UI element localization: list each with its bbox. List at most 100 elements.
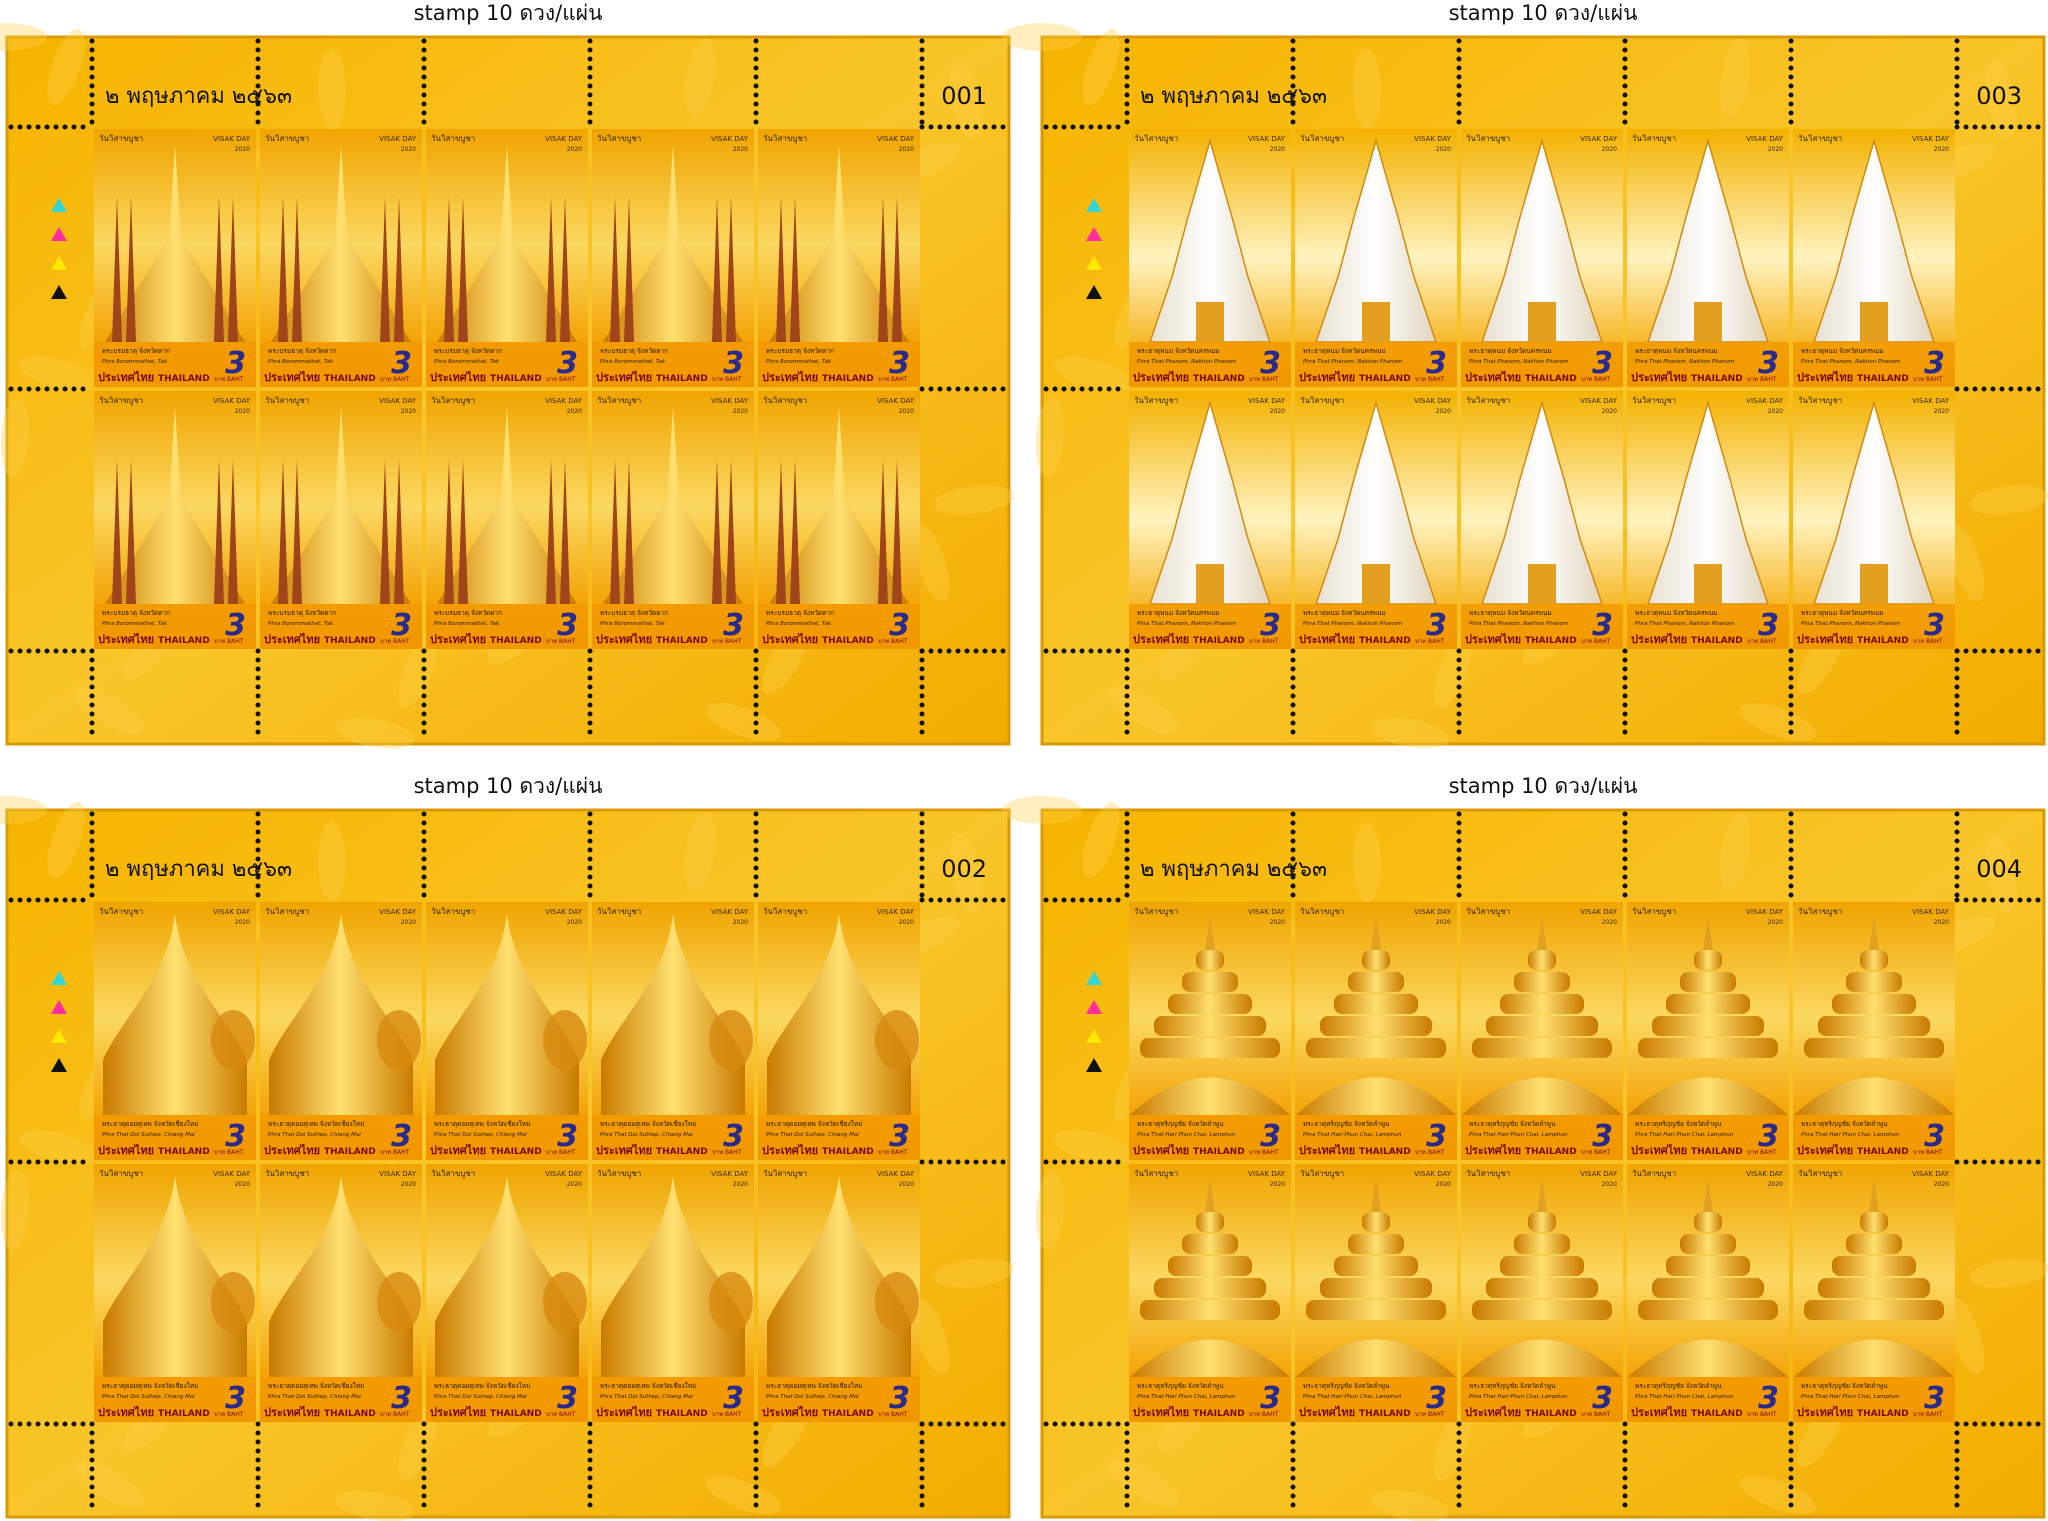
spire [790, 197, 800, 342]
stamp: วันวิสาขบูชา VISAK DAY 2020 พระธาตุหริภุญชั… [1793, 902, 1955, 1160]
country-en: THAILAND [158, 1409, 210, 1419]
stupa-base [1628, 1077, 1788, 1115]
stupa [1205, 916, 1215, 950]
stamp-footer [1295, 1115, 1457, 1160]
currency: บาท BAHT [214, 1149, 244, 1156]
currency: บาท BAHT [712, 638, 742, 645]
year: 2020 [1436, 408, 1451, 415]
stamp: วันวิสาขบูชา VISAK DAY 2020 พระธาตุหริภุญชั… [1129, 1164, 1291, 1422]
stamp: วันวิสาขบูชา VISAK DAY 2020 พระบรมธาตุ จังห… [592, 391, 754, 649]
stamp: วันวิสาขบูชา VISAK DAY 2020 พระธาตุหริภุญชั… [1461, 1164, 1623, 1422]
stamp-footer [1295, 342, 1457, 387]
stamp-value: 3 [1426, 608, 1447, 643]
country-en: THAILAND [1857, 1147, 1909, 1157]
stupa [1537, 1178, 1547, 1212]
stupa-tier [1652, 1278, 1764, 1298]
stupa-tier [1680, 1234, 1736, 1254]
stupa-tier [1528, 950, 1556, 970]
festival-en: VISAK DAY [545, 397, 583, 405]
stupa-tier [1348, 1234, 1404, 1254]
country-th: ประเทศไทย [1631, 370, 1687, 384]
stamp-name-th: พระธาตุพนม จังหวัดนครพนม [1303, 347, 1386, 355]
country-th: ประเทศไทย [1797, 632, 1853, 646]
stamp-value: 3 [1260, 1381, 1281, 1416]
stamp-value: 3 [889, 608, 910, 643]
stupa-tier [1362, 1212, 1390, 1232]
stamp-name-en: Phra That Phanom, Nakhon Phanom [1469, 621, 1568, 627]
pattern-leaf [1719, 811, 1751, 891]
year: 2020 [567, 146, 582, 153]
festival-th: วันวิสาขบูชา [431, 134, 475, 144]
pattern-leaf [47, 28, 85, 106]
stupa [105, 407, 245, 604]
umbrella [875, 1272, 919, 1332]
country-th: ประเทศไทย [430, 1143, 486, 1157]
pattern-leaf [1433, 632, 1473, 708]
stamp-name-th: พระธาตุพนม จังหวัดนครพนม [1137, 347, 1220, 355]
year: 2020 [1270, 146, 1285, 153]
stamp-name-th: พระธาตุพนม จังหวัดนครพนม [1635, 347, 1718, 355]
country-th: ประเทศไทย [264, 370, 320, 384]
spire [560, 459, 570, 604]
currency: บาท BAHT [380, 1411, 410, 1418]
stamp-footer [1793, 1115, 1955, 1160]
registration-mark [51, 1000, 67, 1014]
country-th: ประเทศไทย [596, 1405, 652, 1419]
registration-mark [1086, 198, 1102, 212]
pattern-leaf [1035, 397, 1065, 477]
festival-th: วันวิสาขบูชา [763, 1169, 807, 1179]
spire [610, 197, 620, 342]
country-en: THAILAND [656, 1409, 708, 1419]
festival-en: VISAK DAY [213, 135, 251, 143]
stamp-value: 3 [1592, 608, 1613, 643]
stamp: วันวิสาขบูชา VISAK DAY 2020 พระธาตุพนม จังห… [1627, 391, 1789, 649]
registration-mark [1086, 1029, 1102, 1043]
stupa [103, 914, 247, 1115]
stamp-value: 3 [557, 1381, 578, 1416]
festival-en: VISAK DAY [1248, 1170, 1286, 1178]
spire [776, 197, 786, 342]
stamp-value: 3 [1592, 1381, 1613, 1416]
stupa-tier [1680, 972, 1736, 992]
spire [112, 197, 122, 342]
stupa [435, 1176, 579, 1377]
pattern-leaf [684, 38, 716, 118]
country-th: ประเทศไทย [98, 1143, 154, 1157]
stupa-tier [1182, 972, 1238, 992]
stamp-footer [1461, 604, 1623, 649]
festival-th: วันวิสาขบูชา [99, 396, 143, 406]
stupa [601, 1176, 745, 1377]
stupa-tier [1182, 1234, 1238, 1254]
currency: บาท BAHT [1249, 1411, 1279, 1418]
festival-en: VISAK DAY [1912, 908, 1950, 916]
spire [394, 459, 404, 604]
country-en: THAILAND [822, 636, 874, 646]
currency: บาท BAHT [380, 1149, 410, 1156]
stamp-value: 3 [557, 1119, 578, 1154]
currency: บาท BAHT [1913, 376, 1943, 383]
currency: บาท BAHT [546, 1149, 576, 1156]
country-en: THAILAND [324, 1147, 376, 1157]
stupa-tier [1514, 1234, 1570, 1254]
stamp-name-en: Phra That Hari Phun Chai, Lamphun [1635, 1132, 1734, 1138]
stamp: วันวิสาขบูชา VISAK DAY 2020 พระธาตุหริภุญชั… [1461, 902, 1623, 1160]
spire [624, 197, 634, 342]
pattern-leaf [398, 632, 438, 708]
pattern-leaf [1035, 1170, 1065, 1250]
country-th: ประเทศไทย [762, 1143, 818, 1157]
stupa-tier [1348, 972, 1404, 992]
stupa-tier [1500, 1256, 1584, 1276]
currency: บาท BAHT [712, 1149, 742, 1156]
spire [380, 459, 390, 604]
country-en: THAILAND [1193, 374, 1245, 384]
year: 2020 [1602, 919, 1617, 926]
stamp-footer [1295, 1377, 1457, 1422]
spire [726, 459, 736, 604]
stupa-tier [1860, 950, 1888, 970]
pattern-leaf [0, 796, 47, 824]
stupa-tier [1694, 950, 1722, 970]
stamp-name-th: พระธาตุหริภุญชัย จังหวัดลำพูน [1303, 1120, 1390, 1128]
year: 2020 [567, 1181, 582, 1188]
spire [228, 197, 238, 342]
festival-en: VISAK DAY [1414, 1170, 1452, 1178]
